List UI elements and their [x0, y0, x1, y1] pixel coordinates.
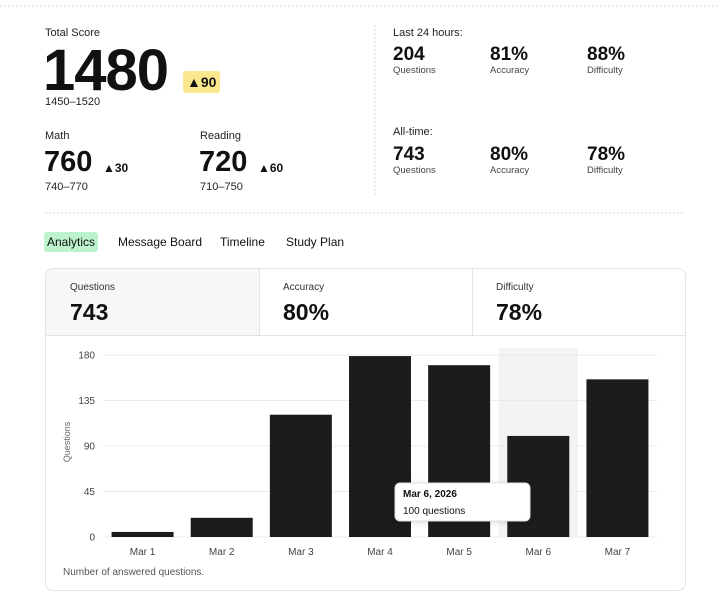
- stat-value: 204: [393, 44, 425, 65]
- analytics-card: Questions 743 Accuracy 80% Difficulty 78%: [45, 268, 686, 591]
- range: 710–750: [200, 181, 243, 193]
- cell-label: Difficulty: [496, 282, 534, 293]
- cell-value: 78%: [496, 299, 543, 325]
- range: 1450–1520: [45, 96, 101, 108]
- cell-value: 743: [70, 299, 109, 325]
- x-tick-label: Mar 7: [605, 547, 631, 558]
- x-tick-label: Mar 2: [209, 547, 235, 558]
- y-tick-label: 0: [89, 533, 95, 544]
- delta: ▲30: [103, 161, 129, 175]
- tooltip: Mar 6, 2026 100 questions: [394, 482, 531, 522]
- label: Math: [45, 130, 70, 142]
- tooltip-text: 100 questions: [403, 506, 465, 517]
- y-tick-label: 135: [78, 396, 95, 407]
- tab[interactable]: Analytics: [44, 232, 99, 252]
- stat-label: Accuracy: [490, 65, 530, 76]
- tooltip-title: Mar 6, 2026: [403, 489, 457, 500]
- label: Last 24 hours:: [393, 27, 463, 39]
- y-axis-title: Questions: [62, 421, 72, 462]
- stat-label: Difficulty: [587, 165, 623, 176]
- stat-label: Questions: [393, 165, 436, 176]
- stat-cell[interactable]: Accuracy 80%: [259, 269, 473, 336]
- cell-value: 80%: [283, 299, 330, 325]
- stat-value: 78%: [587, 144, 626, 165]
- x-tick-label: Mar 5: [446, 547, 472, 558]
- bar: [586, 379, 649, 537]
- tab[interactable]: Timeline: [220, 235, 265, 249]
- x-tick-label: Mar 4: [367, 547, 393, 558]
- range: 740–770: [45, 181, 88, 193]
- stat-label: Difficulty: [587, 65, 623, 76]
- y-tick-label: 90: [84, 442, 96, 453]
- x-tick-label: Mar 6: [526, 547, 552, 558]
- stat-label: Questions: [393, 65, 436, 76]
- delta-badge: ▲90: [183, 71, 221, 93]
- cell-label: Accuracy: [283, 282, 325, 293]
- stat-value: 81%: [490, 44, 529, 65]
- tab[interactable]: Study Plan: [286, 235, 345, 249]
- y-tick-label: 180: [78, 351, 95, 362]
- cell-label: Questions: [70, 282, 116, 293]
- label: All-time:: [393, 126, 433, 138]
- stat-cell[interactable]: Difficulty 78%: [472, 269, 685, 336]
- stat-label: Accuracy: [490, 165, 530, 176]
- stat-value: 88%: [587, 44, 626, 65]
- score: 720: [199, 146, 248, 178]
- stat-value: 743: [393, 144, 425, 165]
- score: 1480: [43, 38, 169, 103]
- y-tick-label: 45: [84, 487, 96, 498]
- x-tick-label: Mar 1: [130, 547, 156, 558]
- score: 760: [44, 146, 93, 178]
- bar: [269, 414, 332, 537]
- bar: [190, 517, 253, 537]
- tab[interactable]: Message Board: [118, 235, 203, 249]
- label: Total Score: [45, 27, 101, 39]
- tooltip-box: [394, 482, 531, 522]
- bar: [111, 531, 174, 537]
- stat-value: 80%: [490, 144, 529, 165]
- delta: ▲60: [258, 161, 284, 175]
- stat-cell[interactable]: Questions 743: [46, 269, 260, 336]
- footnote: Number of answered questions.: [63, 567, 204, 578]
- x-tick-label: Mar 3: [288, 547, 314, 558]
- label: Reading: [200, 130, 241, 142]
